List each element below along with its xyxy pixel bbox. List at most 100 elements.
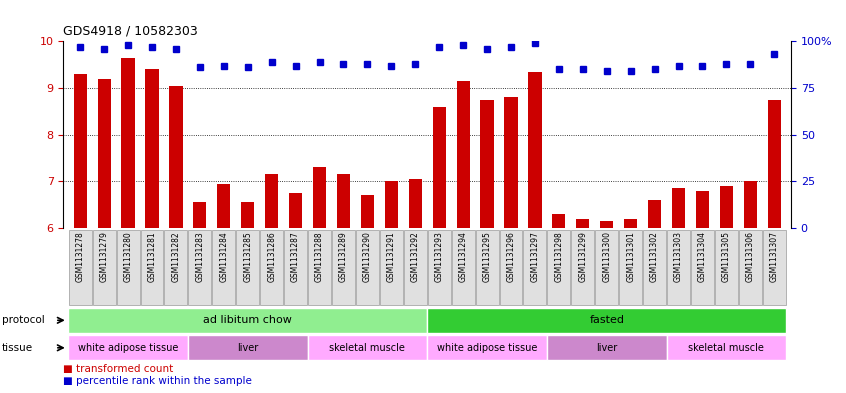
- Text: GSM1131303: GSM1131303: [674, 231, 683, 282]
- FancyBboxPatch shape: [715, 230, 738, 305]
- Bar: [504, 97, 518, 228]
- FancyBboxPatch shape: [524, 230, 547, 305]
- FancyBboxPatch shape: [691, 230, 714, 305]
- FancyBboxPatch shape: [356, 230, 379, 305]
- FancyBboxPatch shape: [596, 230, 618, 305]
- Text: ■ percentile rank within the sample: ■ percentile rank within the sample: [63, 376, 252, 386]
- Bar: [217, 184, 230, 228]
- Text: protocol: protocol: [2, 315, 45, 325]
- Text: GSM1131294: GSM1131294: [459, 231, 468, 282]
- FancyBboxPatch shape: [93, 230, 116, 305]
- Bar: [409, 179, 422, 228]
- Text: GSM1131289: GSM1131289: [339, 231, 348, 282]
- Text: GSM1131307: GSM1131307: [770, 231, 779, 282]
- Bar: [385, 181, 398, 228]
- Text: GSM1131292: GSM1131292: [411, 231, 420, 282]
- Bar: [576, 219, 590, 228]
- FancyBboxPatch shape: [69, 230, 91, 305]
- Bar: [146, 69, 158, 228]
- Text: GSM1131296: GSM1131296: [507, 231, 515, 282]
- Text: GSM1131301: GSM1131301: [626, 231, 635, 282]
- Bar: [427, 308, 786, 332]
- Bar: [457, 81, 470, 228]
- Bar: [624, 219, 637, 228]
- FancyBboxPatch shape: [164, 230, 188, 305]
- FancyBboxPatch shape: [332, 230, 355, 305]
- Text: GSM1131290: GSM1131290: [363, 231, 372, 282]
- FancyBboxPatch shape: [739, 230, 761, 305]
- Bar: [241, 202, 255, 228]
- Bar: [337, 174, 350, 228]
- Text: GSM1131298: GSM1131298: [554, 231, 563, 282]
- FancyBboxPatch shape: [189, 230, 212, 305]
- Bar: [188, 335, 308, 360]
- Bar: [69, 308, 427, 332]
- Bar: [720, 186, 733, 228]
- Text: GSM1131302: GSM1131302: [650, 231, 659, 282]
- FancyBboxPatch shape: [284, 230, 307, 305]
- Bar: [122, 58, 135, 228]
- Text: liver: liver: [237, 343, 258, 353]
- Text: GSM1131282: GSM1131282: [172, 231, 180, 282]
- Text: GSM1131297: GSM1131297: [530, 231, 540, 282]
- Text: white adipose tissue: white adipose tissue: [78, 343, 179, 353]
- Text: liver: liver: [596, 343, 618, 353]
- Bar: [289, 193, 302, 228]
- Bar: [360, 195, 374, 228]
- FancyBboxPatch shape: [643, 230, 666, 305]
- FancyBboxPatch shape: [236, 230, 259, 305]
- FancyBboxPatch shape: [547, 230, 570, 305]
- Bar: [672, 188, 685, 228]
- FancyBboxPatch shape: [404, 230, 426, 305]
- Text: ad libitum chow: ad libitum chow: [203, 315, 292, 325]
- FancyBboxPatch shape: [667, 230, 690, 305]
- Text: GSM1131287: GSM1131287: [291, 231, 300, 282]
- Text: ■ transformed count: ■ transformed count: [63, 364, 173, 374]
- Text: skeletal muscle: skeletal muscle: [329, 343, 405, 353]
- Bar: [552, 214, 565, 228]
- Bar: [648, 200, 662, 228]
- Text: GSM1131295: GSM1131295: [482, 231, 492, 282]
- Bar: [193, 202, 206, 228]
- Bar: [667, 335, 786, 360]
- FancyBboxPatch shape: [571, 230, 594, 305]
- Bar: [696, 191, 709, 228]
- Text: GSM1131300: GSM1131300: [602, 231, 611, 282]
- FancyBboxPatch shape: [619, 230, 642, 305]
- FancyBboxPatch shape: [308, 230, 331, 305]
- Text: GSM1131278: GSM1131278: [75, 231, 85, 282]
- FancyBboxPatch shape: [261, 230, 283, 305]
- Bar: [427, 335, 547, 360]
- Bar: [432, 107, 446, 228]
- Text: GSM1131285: GSM1131285: [244, 231, 252, 282]
- Bar: [169, 86, 183, 228]
- Text: GSM1131283: GSM1131283: [195, 231, 205, 282]
- FancyBboxPatch shape: [117, 230, 140, 305]
- FancyBboxPatch shape: [499, 230, 523, 305]
- FancyBboxPatch shape: [428, 230, 451, 305]
- Text: GSM1131279: GSM1131279: [100, 231, 108, 282]
- Text: GSM1131299: GSM1131299: [579, 231, 587, 282]
- Text: GSM1131306: GSM1131306: [746, 231, 755, 282]
- Text: GSM1131281: GSM1131281: [147, 231, 157, 282]
- Text: GSM1131284: GSM1131284: [219, 231, 228, 282]
- Text: GSM1131288: GSM1131288: [315, 231, 324, 282]
- Text: GSM1131305: GSM1131305: [722, 231, 731, 282]
- FancyBboxPatch shape: [475, 230, 498, 305]
- Bar: [74, 74, 87, 228]
- Bar: [265, 174, 278, 228]
- Bar: [69, 335, 188, 360]
- Text: white adipose tissue: white adipose tissue: [437, 343, 537, 353]
- Bar: [313, 167, 326, 228]
- Bar: [767, 99, 781, 228]
- FancyBboxPatch shape: [763, 230, 786, 305]
- Text: GSM1131293: GSM1131293: [435, 231, 443, 282]
- Bar: [97, 79, 111, 228]
- Bar: [600, 221, 613, 228]
- FancyBboxPatch shape: [380, 230, 403, 305]
- Text: GSM1131291: GSM1131291: [387, 231, 396, 282]
- FancyBboxPatch shape: [212, 230, 235, 305]
- FancyBboxPatch shape: [452, 230, 475, 305]
- Bar: [744, 181, 757, 228]
- Bar: [308, 335, 427, 360]
